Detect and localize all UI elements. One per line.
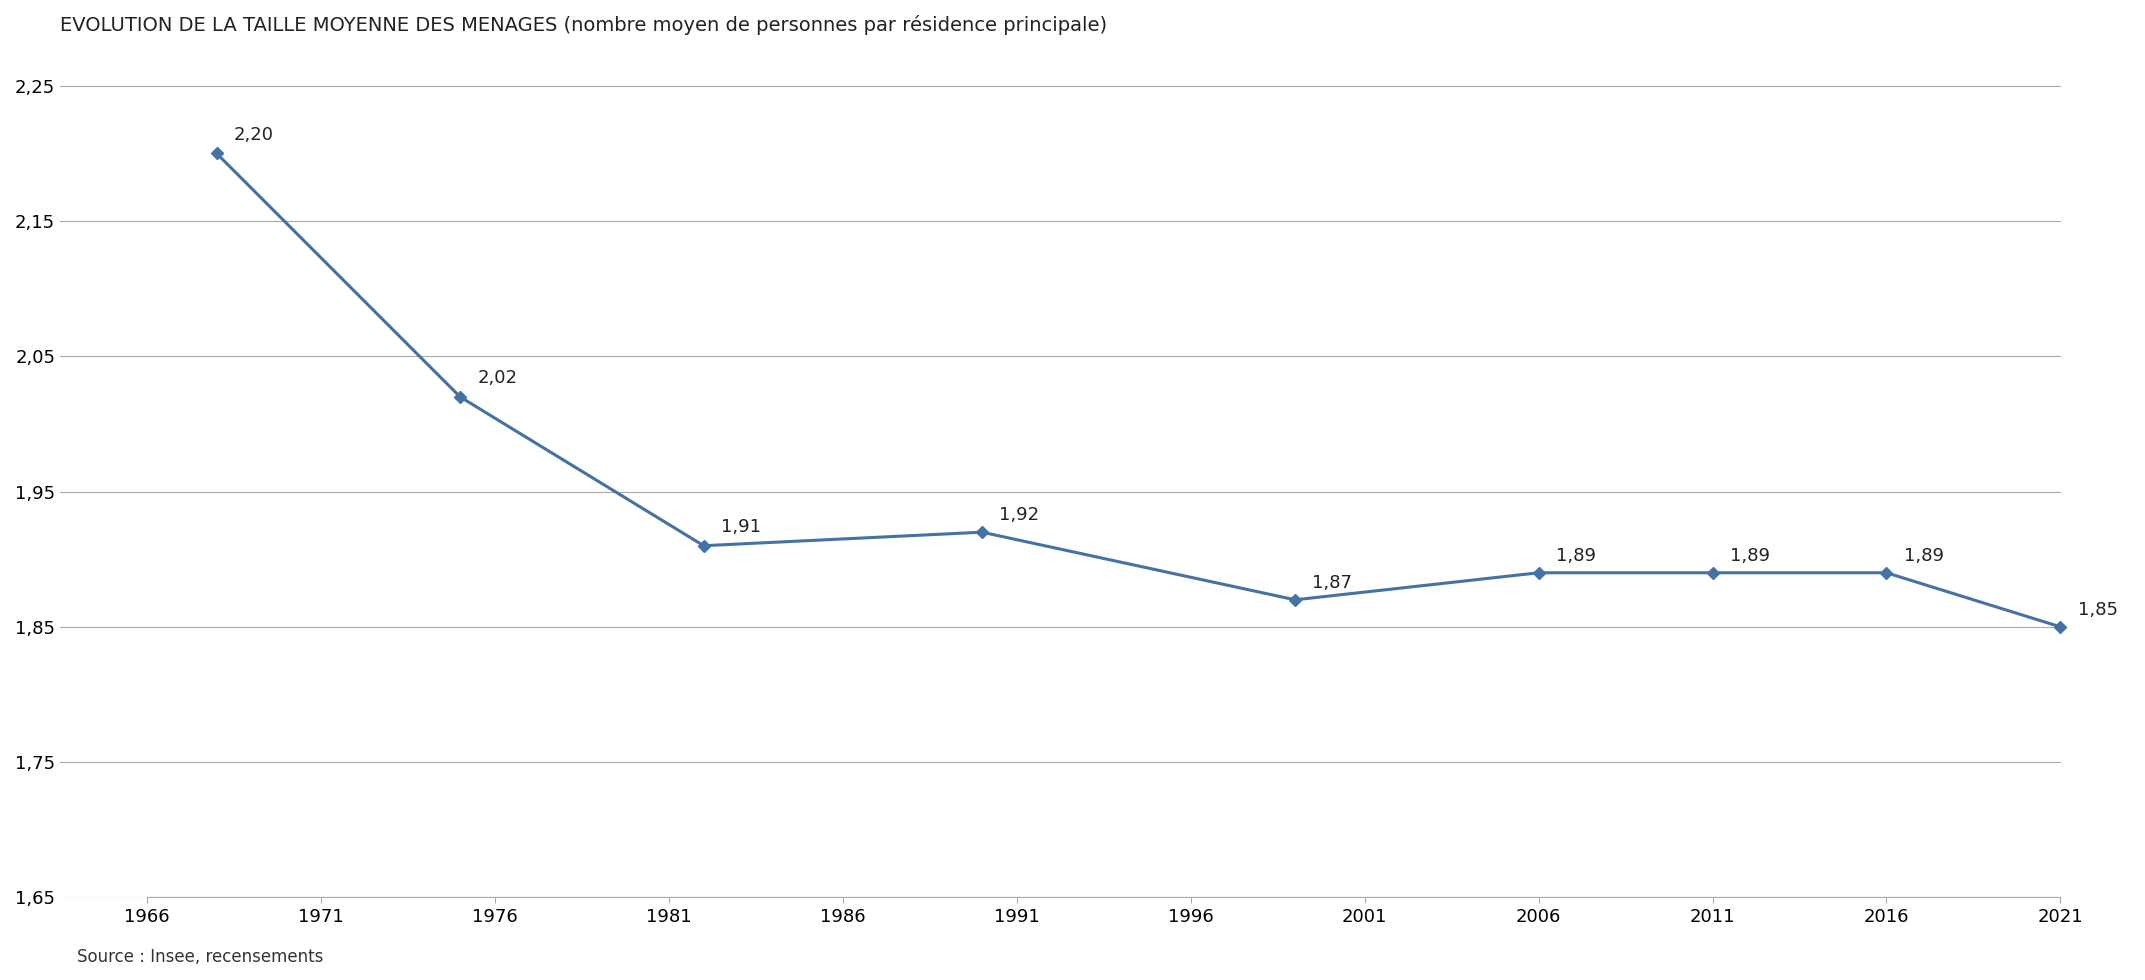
Text: 1,92: 1,92 (1000, 506, 1040, 524)
Text: 1,87: 1,87 (1313, 573, 1353, 592)
Text: EVOLUTION DE LA TAILLE MOYENNE DES MENAGES (nombre moyen de personnes par réside: EVOLUTION DE LA TAILLE MOYENNE DES MENAG… (60, 15, 1107, 35)
Text: 1,85: 1,85 (2079, 601, 2117, 618)
Text: 1,89: 1,89 (1729, 547, 1770, 564)
Text: 2,20: 2,20 (234, 126, 275, 144)
Text: 1,89: 1,89 (1905, 547, 1943, 564)
Text: 1,89: 1,89 (1555, 547, 1596, 564)
Text: 2,02: 2,02 (478, 369, 517, 387)
Text: Source : Insee, recensements: Source : Insee, recensements (77, 949, 324, 966)
Text: 1,91: 1,91 (721, 518, 761, 536)
